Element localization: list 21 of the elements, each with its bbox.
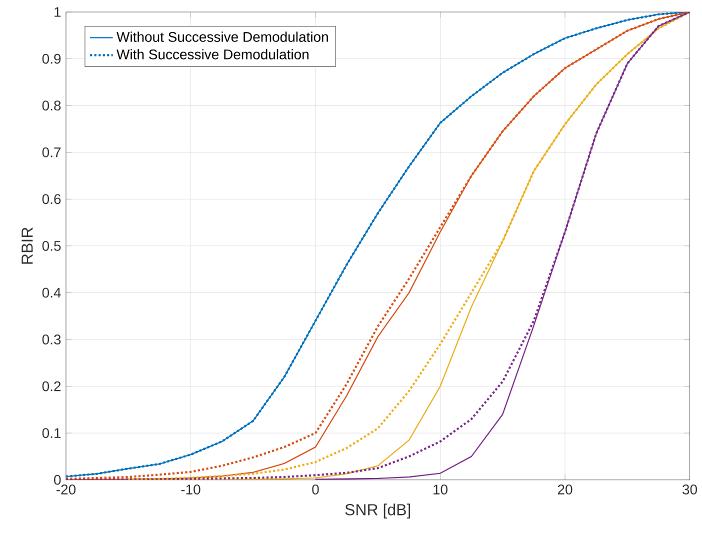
- x-axis-title: SNR [dB]: [345, 504, 410, 519]
- x-tick-label: 10: [434, 484, 448, 495]
- y-axis-title: RBIR: [22, 228, 33, 264]
- y-tick-label: 0.1: [42, 428, 61, 438]
- legend-label: Without Successive Demodulation: [116, 32, 328, 42]
- y-tick-label: 0.6: [42, 194, 61, 204]
- y-tick-label: 0.2: [42, 381, 61, 392]
- y-tick-label: 0.5: [42, 241, 61, 251]
- x-tick-label: 0: [312, 484, 319, 495]
- x-tick-label: 30: [682, 484, 698, 495]
- y-tick-label: 1: [54, 7, 61, 17]
- legend-label: With Successive Demodulation: [116, 49, 308, 60]
- y-tick-label: 0.3: [42, 334, 61, 345]
- y-tick-label: 0.7: [42, 147, 61, 158]
- y-tick-label: 0: [54, 474, 61, 485]
- x-tick-label: -10: [181, 484, 200, 495]
- y-tick-label: 0.8: [42, 100, 61, 111]
- x-tick-label: 20: [558, 484, 572, 495]
- y-tick-label: 0.4: [42, 288, 61, 298]
- x-tick-label: -20: [56, 484, 76, 495]
- y-tick-label: 0.9: [42, 54, 61, 64]
